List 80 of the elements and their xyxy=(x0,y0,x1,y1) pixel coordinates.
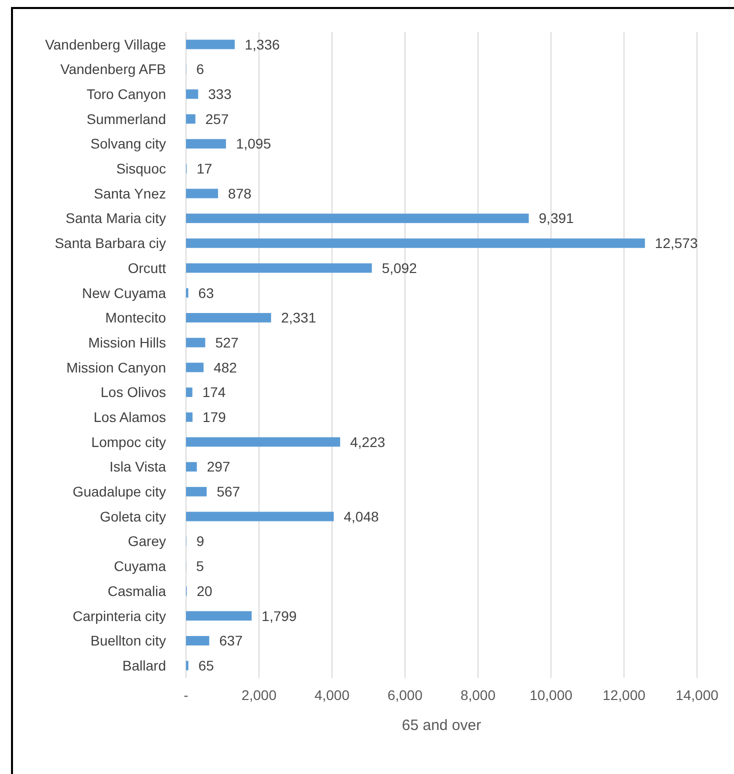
y-tick-label: Los Alamos xyxy=(94,409,166,426)
data-label: 4,048 xyxy=(344,508,379,524)
data-label: 174 xyxy=(202,384,226,400)
bar xyxy=(186,89,198,99)
bar xyxy=(186,188,218,198)
y-tick-label: Orcutt xyxy=(128,260,166,276)
y-tick-label: Sisquoc xyxy=(116,160,166,177)
bar xyxy=(186,362,204,372)
data-label: 9 xyxy=(196,533,204,550)
data-label: 482 xyxy=(214,359,238,376)
data-label: 12,573 xyxy=(654,235,698,252)
y-tick-label: Mission Canyon xyxy=(66,359,166,376)
x-tick-label: - xyxy=(184,687,189,703)
y-tick-label: Mission Hills xyxy=(88,334,166,350)
bar xyxy=(186,40,235,50)
y-tick-label: Carpinteria city xyxy=(72,608,166,624)
y-tick-label: Cuyama xyxy=(114,558,166,574)
bar xyxy=(186,114,196,124)
y-tick-label: Los Olivos xyxy=(100,384,166,400)
y-tick-label: Lompoc city xyxy=(91,434,166,450)
data-label: 63 xyxy=(198,284,214,301)
x-tick-label: 10,000 xyxy=(530,687,573,703)
x-tick-label: 2,000 xyxy=(241,687,277,703)
data-label: 9,391 xyxy=(538,210,574,226)
bar xyxy=(186,437,340,447)
y-tick-label: Solvang city xyxy=(90,136,166,152)
data-label: 333 xyxy=(208,86,232,102)
y-tick-label: Vandenberg AFB xyxy=(60,61,166,78)
data-label: 65 xyxy=(198,657,214,674)
x-tick-label: 6,000 xyxy=(387,687,423,703)
bar xyxy=(186,462,197,472)
bar xyxy=(186,512,334,522)
bar xyxy=(186,214,529,224)
x-tick-label: 8,000 xyxy=(460,687,496,703)
data-label: 637 xyxy=(219,632,243,649)
y-tick-label: Vandenberg Village xyxy=(45,36,166,52)
bar xyxy=(186,338,206,348)
x-tick-label: 14,000 xyxy=(676,687,719,703)
y-tick-label: Santa Ynez xyxy=(94,185,166,202)
y-tick-label: Garey xyxy=(128,533,166,550)
x-tick-label: 4,000 xyxy=(314,687,350,703)
bar xyxy=(186,486,207,496)
y-tick-label: Santa Maria city xyxy=(66,210,166,226)
data-label: 567 xyxy=(216,484,240,500)
y-tick-label: Montecito xyxy=(105,310,166,326)
data-label: 20 xyxy=(196,582,213,599)
data-label: 5,092 xyxy=(382,260,418,276)
y-tick-label: Summerland xyxy=(86,110,166,127)
bar xyxy=(186,388,192,397)
x-tick-label: 12,000 xyxy=(602,687,646,703)
y-tick-label: Casmalia xyxy=(108,582,166,599)
bar xyxy=(186,263,372,273)
bar xyxy=(186,636,210,646)
x-axis-title: 65 and over xyxy=(402,717,482,734)
y-tick-label: New Cuyama xyxy=(82,284,166,301)
y-tick-label: Guadalupe city xyxy=(72,484,166,500)
data-label: 5 xyxy=(196,558,204,574)
data-label: 527 xyxy=(215,334,239,350)
bar xyxy=(186,313,272,322)
y-tick-label: Santa Barbara ciy xyxy=(54,235,166,252)
y-tick-label: Isla Vista xyxy=(109,458,166,475)
data-label: 179 xyxy=(202,409,226,426)
data-label: 17 xyxy=(196,160,212,177)
y-tick-label: Buellton city xyxy=(90,632,166,649)
data-label: 1,799 xyxy=(262,608,297,624)
data-label: 1,095 xyxy=(236,136,272,152)
data-label: 4,223 xyxy=(350,434,386,450)
bar xyxy=(186,611,252,621)
data-label: 6 xyxy=(196,61,204,78)
y-tick-label: Goleta city xyxy=(100,508,166,524)
bar xyxy=(186,412,193,422)
data-label: 878 xyxy=(228,185,252,202)
data-label: 297 xyxy=(206,458,230,475)
data-label: 1,336 xyxy=(244,36,280,52)
data-label: 257 xyxy=(205,110,229,127)
bar xyxy=(186,238,645,248)
bar xyxy=(186,139,226,149)
y-tick-label: Ballard xyxy=(122,657,166,674)
y-tick-label: Toro Canyon xyxy=(86,86,166,102)
data-label: 2,331 xyxy=(281,310,316,326)
